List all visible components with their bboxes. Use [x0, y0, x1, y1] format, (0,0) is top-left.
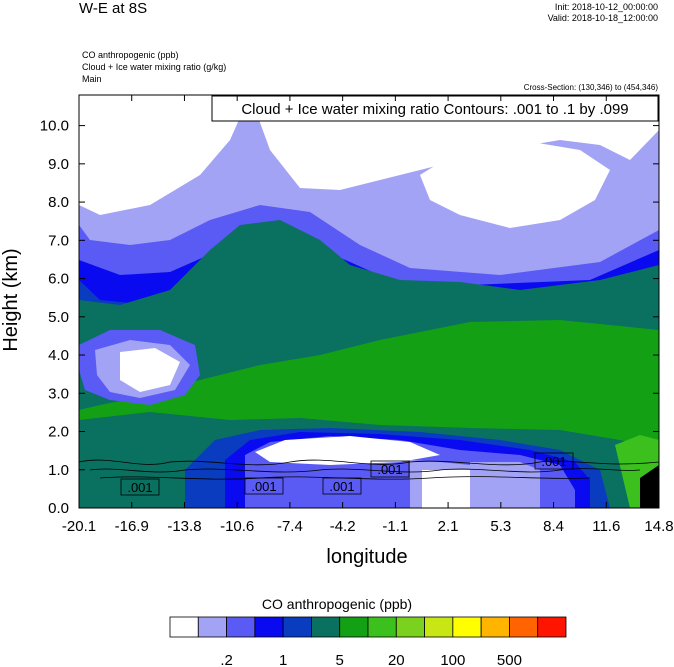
x-axis-title: longitude — [326, 546, 407, 568]
x-tick-label: -4.2 — [330, 518, 356, 535]
y-tick-label: 2.0 — [48, 424, 69, 441]
y-axis: 0.0 1.0 2.0 3.0 4.0 5.0 6.0 7.0 8.0 9.0 10.0 — [40, 118, 659, 517]
y-axis-title: Height (km) — [0, 248, 22, 351]
contour-labels: .001 .001 .001 .001 .001 — [120, 452, 574, 496]
x-tick-label: 14.8 — [644, 518, 673, 535]
contour-label: .001 — [329, 479, 354, 494]
colorbar-swatch — [339, 616, 369, 638]
x-tick-label: -20.1 — [62, 518, 96, 535]
contour-label: .001 — [541, 454, 566, 469]
plot-title: W-E at 8S — [79, 0, 148, 17]
x-tick-label: -7.4 — [277, 518, 303, 535]
y-tick-label: 3.0 — [48, 385, 69, 402]
colorbar-swatch — [424, 616, 454, 638]
colorbar-swatch — [169, 616, 199, 638]
y-tick-label: 10.0 — [40, 118, 69, 135]
co-field — [79, 95, 659, 508]
contour-label: .001 — [377, 462, 402, 477]
colorbar-swatch — [395, 616, 425, 638]
colorbar-swatch — [367, 616, 397, 638]
colorbar-swatch — [537, 616, 567, 638]
x-tick-label: -1.1 — [382, 518, 408, 535]
colorbar-swatch — [311, 616, 341, 638]
y-tick-label: 4.0 — [48, 347, 69, 364]
colorbar-label: 1 — [279, 652, 287, 667]
contour-label: .001 — [127, 480, 152, 495]
colorbar: .2 1 5 20 100 500 — [169, 616, 567, 667]
colorbar-swatch — [480, 616, 510, 638]
colorbar-swatch — [197, 616, 227, 638]
colorbar-title: CO anthropogenic (ppb) — [261, 596, 413, 612]
y-tick-label: 1.0 — [48, 462, 69, 479]
field-label-co: CO anthropogenic (ppb) — [82, 50, 179, 60]
colorbar-label: 100 — [440, 652, 465, 667]
colorbar-swatch — [282, 616, 312, 638]
x-axis: -20.1 -16.9 -13.8 -10.6 -7.4 -4.2 -1.1 2.1 5.3 8.… — [62, 95, 674, 535]
init-time: Init: 2018-10-12_00:00:00 — [554, 2, 658, 12]
x-tick-label: 5.3 — [490, 518, 511, 535]
y-tick-label: 8.0 — [48, 194, 69, 211]
colorbar-swatch — [509, 616, 539, 638]
field-label-cloud: Cloud + Ice water mixing ratio (g/kg) — [82, 62, 227, 72]
colorbar-label: 500 — [497, 652, 522, 667]
cross-section-label: Cross-Section: (130,346) to (454,346) — [523, 83, 658, 92]
field-label-main: Main — [82, 74, 102, 84]
colorbar-label: 20 — [388, 652, 405, 667]
colorbar-swatch — [254, 616, 284, 638]
colorbar-label: .2 — [220, 652, 233, 667]
x-tick-label: -13.8 — [167, 518, 201, 535]
valid-time: Valid: 2018-10-18_12:00:00 — [547, 13, 658, 23]
x-tick-label: 8.4 — [543, 518, 564, 535]
plot-frame — [78, 94, 660, 509]
colorbar-swatch — [452, 616, 482, 638]
y-tick-label: 7.0 — [48, 232, 69, 249]
contour-note: Cloud + Ice water mixing ratio Contours:… — [241, 101, 628, 118]
colorbar-label: 5 — [336, 652, 344, 667]
contour-label: .001 — [251, 479, 276, 494]
x-tick-label: -10.6 — [220, 518, 254, 535]
y-tick-label: 9.0 — [48, 156, 69, 173]
x-tick-label: 11.6 — [592, 518, 620, 535]
x-tick-label: 2.1 — [438, 518, 459, 535]
y-tick-label: 5.0 — [48, 309, 69, 326]
y-tick-label: 0.0 — [48, 500, 69, 517]
x-tick-label: -16.9 — [115, 518, 149, 535]
y-tick-label: 6.0 — [48, 271, 69, 288]
colorbar-swatch — [226, 616, 256, 638]
